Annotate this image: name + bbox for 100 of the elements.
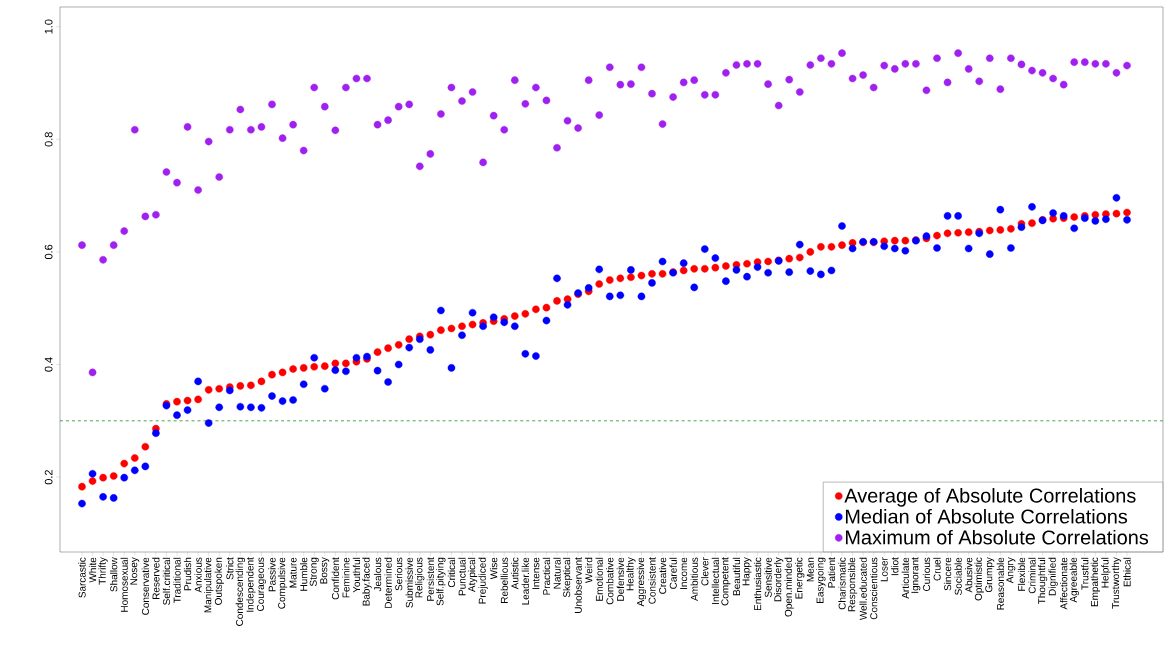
x-tick-label: Charismatic bbox=[838, 557, 846, 610]
x-tick-label: Beautiful bbox=[732, 557, 741, 596]
x-tick-label: Well.educated bbox=[859, 557, 867, 621]
x-tick-label: Outspoken bbox=[214, 557, 224, 605]
x-tick-label: Reserved bbox=[152, 557, 160, 600]
x-tick-label: Flexible bbox=[1017, 557, 1026, 591]
x-tick-label: Healthy bbox=[626, 557, 636, 591]
x-tick-label: Mean bbox=[806, 557, 814, 582]
x-tick-label: Energetic bbox=[795, 557, 805, 599]
x-tick-label: Angry bbox=[1006, 557, 1016, 584]
x-tick-label: Articulate bbox=[901, 557, 909, 599]
x-tick-label: Weird bbox=[585, 557, 593, 583]
x-tick-label: Defensive bbox=[616, 557, 624, 601]
x-tick-label: Skeptical bbox=[562, 557, 573, 598]
x-tick-label: Anxious bbox=[194, 557, 202, 593]
x-tick-label: Reasonable bbox=[996, 557, 1004, 610]
x-tick-label: Dignified bbox=[1048, 557, 1058, 596]
x-tick-label: Confident bbox=[331, 557, 339, 600]
x-tick-label: Serious bbox=[395, 557, 403, 591]
x-tick-label: Creative bbox=[658, 557, 667, 594]
x-tick-label: Self.pitying bbox=[436, 557, 446, 606]
x-tick-label: Passive bbox=[268, 557, 276, 592]
x-tick-label: Conservative bbox=[141, 557, 149, 615]
x-tick-label: Practical bbox=[542, 557, 551, 595]
x-tick-label: Strong bbox=[309, 557, 319, 587]
x-tick-label: Responsible bbox=[847, 557, 858, 612]
x-tick-label: Leader.like bbox=[521, 557, 529, 605]
x-tick-label: Nosey bbox=[130, 557, 140, 585]
legend-label: Average of Absolute Correlations bbox=[844, 488, 1136, 507]
x-tick-label: Income bbox=[680, 557, 688, 589]
x-tick-label: Easygoing bbox=[816, 557, 826, 603]
x-tick-label: Natural bbox=[553, 557, 561, 589]
x-tick-label: Careful bbox=[669, 557, 677, 589]
y-tick-label: 0.8 bbox=[44, 132, 53, 147]
x-tick-label: Curious bbox=[922, 557, 931, 592]
x-tick-label: Disorderly bbox=[774, 557, 784, 602]
x-tick-label: Self.critical bbox=[162, 557, 171, 605]
x-tick-label: Cruel bbox=[933, 557, 941, 581]
x-tick-label: Sincere bbox=[943, 557, 952, 591]
x-tick-label: Criminal bbox=[1028, 557, 1036, 594]
x-tick-label: Persistent bbox=[426, 557, 434, 601]
x-tick-label: Atypical bbox=[467, 557, 478, 593]
x-tick-label: Punctual bbox=[458, 557, 466, 596]
x-tick-label: Prejudiced bbox=[478, 557, 488, 604]
x-tick-label: Trustful bbox=[1081, 557, 1089, 590]
x-tick-label: Shallow bbox=[110, 557, 118, 592]
x-tick-label: Traditional bbox=[173, 557, 181, 604]
x-tick-label: Agreeable bbox=[1069, 557, 1079, 603]
x-tick-label: Conscientious bbox=[870, 557, 878, 620]
x-tick-label: Intellectual bbox=[711, 557, 719, 604]
x-tick-label: Homosexual bbox=[120, 557, 128, 612]
x-tick-label: Independent bbox=[246, 557, 256, 612]
x-tick-label: Ambitious bbox=[690, 557, 698, 601]
legend-label: Maximum of Absolute Correlations bbox=[845, 529, 1149, 545]
y-tick-label: 0.2 bbox=[44, 470, 53, 485]
x-tick-label: Patient bbox=[827, 557, 836, 588]
x-tick-label: Trustworthy bbox=[1111, 557, 1122, 609]
x-tick-label: Affectionate bbox=[1060, 557, 1068, 610]
x-tick-label: Helpful bbox=[1101, 557, 1111, 588]
x-tick-label: Optimistic bbox=[974, 557, 984, 601]
x-tick-label: Ignorant bbox=[911, 557, 921, 593]
x-tick-label: Feminine bbox=[342, 557, 350, 598]
x-tick-label: Wise bbox=[490, 557, 498, 580]
x-tick-label: Ethical bbox=[1123, 557, 1131, 587]
x-tick-label: Grumpy bbox=[985, 557, 995, 593]
x-tick-label: Baby.faced bbox=[362, 557, 372, 606]
x-tick-label: Manipulative bbox=[204, 557, 214, 613]
x-tick-label: Submissive bbox=[405, 557, 413, 608]
y-tick-label: 0.6 bbox=[44, 244, 53, 260]
x-tick-label: Thrifty bbox=[98, 557, 108, 585]
x-tick-label: Unobservant bbox=[574, 557, 582, 613]
x-tick-label: Abusive bbox=[965, 557, 973, 593]
x-tick-label: Sarcastic bbox=[78, 557, 86, 598]
y-tick-label: 1.0 bbox=[44, 19, 53, 34]
x-tick-label: Enthusiastic bbox=[753, 557, 762, 611]
x-tick-label: Competent bbox=[721, 557, 731, 606]
x-tick-label: Sensitive bbox=[764, 557, 772, 598]
x-tick-label: Loser bbox=[880, 557, 888, 582]
x-tick-label: Empathetic bbox=[1090, 557, 1100, 607]
x-tick-label: Rebellious bbox=[500, 557, 508, 603]
x-tick-label: Determined bbox=[384, 557, 392, 608]
x-tick-label: Emotional bbox=[595, 557, 603, 601]
x-tick-label: Combative bbox=[606, 557, 614, 605]
x-tick-label: Bossy bbox=[320, 557, 330, 584]
x-tick-label: Mature bbox=[289, 557, 297, 588]
legend-label: Median of Absolute Correlations bbox=[845, 508, 1128, 524]
x-tick-label: Critical bbox=[447, 557, 456, 588]
x-tick-label: Consistent bbox=[648, 557, 656, 604]
x-tick-label: Idiot bbox=[891, 557, 899, 576]
x-tick-label: Condescending bbox=[235, 557, 245, 626]
x-tick-label: Clever bbox=[701, 557, 709, 586]
x-tick-label: Open.minded bbox=[784, 557, 794, 617]
x-tick-label: Happy bbox=[742, 557, 752, 586]
x-tick-label: Aggressive bbox=[636, 557, 647, 607]
x-tick-label: Jealous bbox=[373, 557, 382, 592]
x-tick-label: Humble bbox=[300, 557, 308, 591]
x-tick-label: Compulsive bbox=[277, 557, 288, 609]
x-tick-label: Youthful bbox=[352, 557, 361, 593]
x-tick-label: Autistic bbox=[511, 557, 519, 590]
x-tick-label: Thoughtful bbox=[1037, 557, 1048, 605]
